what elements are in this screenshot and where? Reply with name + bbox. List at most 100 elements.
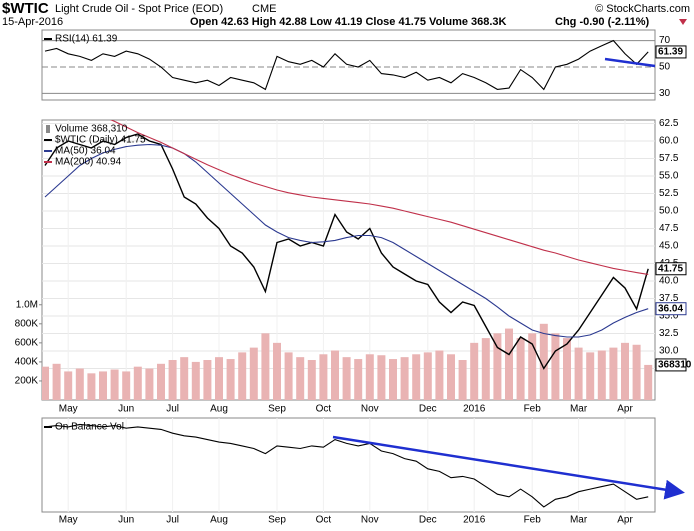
legend-label: MA(50) 36.04: [55, 146, 116, 157]
y-tick-label: 37.5: [659, 293, 679, 304]
value-tag-box: [655, 262, 687, 276]
x-tick-label: Oct: [316, 404, 332, 415]
x-tick-label: Jun: [118, 404, 134, 415]
y-tick-label: 62.5: [659, 118, 679, 129]
x-tick-label: Mar: [570, 404, 588, 415]
value-tag: 368310: [658, 360, 692, 371]
volume-bar: [319, 354, 328, 400]
volume-bar: [481, 338, 490, 400]
volume-bar: [99, 371, 107, 400]
volume-bar: [493, 333, 502, 400]
symbol: $WTIC: [2, 0, 49, 17]
y-tick-label: 30: [659, 88, 671, 99]
x-tick-label: 2016: [463, 515, 486, 526]
volume-bar: [215, 357, 223, 400]
volume-bar: [377, 355, 386, 400]
x-tick-label: Aug: [210, 515, 228, 526]
volume-bar: [435, 350, 444, 400]
volume-bar: [597, 350, 606, 400]
value-tag: 41.75: [658, 263, 683, 274]
quote: Open 42.63 High 42.88 Low 41.19 Close 41…: [190, 16, 507, 28]
x-tick-label: Apr: [617, 404, 633, 415]
series-group: [44, 423, 649, 508]
value-tag-box: [655, 45, 687, 59]
volume-bar: [307, 360, 316, 400]
legend-label: Volume 368,310: [55, 124, 128, 135]
x-tick-label: Dec: [419, 404, 437, 415]
volume-bar: [551, 333, 560, 400]
value-tag-box: [655, 358, 687, 372]
x-tick-label: Nov: [361, 515, 379, 526]
volume-bar: [191, 361, 200, 400]
watermark: © StockCharts.com: [595, 3, 690, 15]
volume-bar: [621, 342, 629, 400]
y-tick-label: 50: [659, 62, 671, 73]
volume-bar: [110, 369, 119, 400]
x-tick-label: Feb: [524, 404, 542, 415]
volume-bar: [342, 357, 351, 400]
subtitle: Light Crude Oil - Spot Price (EOD): [55, 3, 223, 15]
x-tick-label: Jul: [166, 404, 179, 415]
volume-bar: [331, 350, 339, 400]
volume-bar: [87, 373, 96, 400]
y2-tick-label: 400K: [15, 357, 39, 368]
y2-tick-label: 200K: [15, 376, 39, 387]
volume-bar: [203, 360, 212, 400]
volume-bar: [284, 352, 293, 400]
value-tag: 61.39: [658, 47, 683, 58]
x-tick-label: Dec: [419, 515, 437, 526]
value-tag-box: [655, 302, 687, 316]
volume-bar: [261, 333, 270, 400]
y-tick-label: 55.0: [659, 171, 679, 182]
x-tick-label: Nov: [361, 404, 379, 415]
x-tick-label: Mar: [570, 515, 588, 526]
volume-bar: [505, 328, 513, 400]
volume-bar: [296, 357, 305, 400]
x-tick-label: Jul: [166, 515, 179, 526]
x-tick-label: Apr: [617, 515, 633, 526]
rsi-trendline: [604, 57, 656, 68]
y-tick-label: 30.0: [659, 346, 679, 357]
x-tick-label: 2016: [463, 404, 486, 415]
volume-bar: [42, 366, 49, 400]
volume-bar: [458, 360, 467, 400]
volume-bar: [180, 357, 189, 400]
date: 15-Apr-2016: [2, 16, 63, 28]
volume-bar: [632, 344, 641, 400]
volume-bar: [528, 333, 537, 400]
y-tick-label: 45.0: [659, 241, 679, 252]
volume-bar: [574, 347, 583, 400]
change: Chg -0.90 (-2.11%): [555, 16, 649, 28]
volume-bar: [238, 352, 247, 400]
legend-swatch: [46, 125, 50, 133]
volume-bar: [75, 368, 84, 400]
volume-bar: [157, 363, 165, 400]
volume-bar: [644, 364, 653, 400]
volume-bar: [423, 352, 432, 400]
volume-bar: [64, 371, 73, 400]
x-tick-label: Sep: [268, 515, 286, 526]
x-tick-label: Jun: [118, 515, 134, 526]
value-tag: 36.04: [658, 303, 683, 314]
series-line: [44, 39, 649, 91]
y-tick-label: 32.5: [659, 328, 679, 339]
volume-bar: [447, 354, 455, 400]
volume-bar: [354, 359, 363, 400]
volume-bar: [516, 338, 525, 400]
y-tick-label: 57.5: [659, 153, 679, 164]
exchange: CME: [252, 3, 276, 15]
down-arrow: [679, 19, 687, 25]
volume-bar: [539, 323, 548, 400]
volume-bar: [563, 338, 571, 400]
volume-bar: [365, 354, 374, 400]
x-tick-label: May: [59, 515, 78, 526]
legend-label: $WTIC (Daily) 41.75: [55, 135, 146, 146]
volume-bar: [400, 357, 409, 400]
x-tick-label: May: [59, 404, 78, 415]
y-tick-label: 35.0: [659, 311, 679, 322]
series-group: [42, 120, 653, 400]
volume-bar: [249, 347, 258, 400]
obv-trendline: [332, 435, 685, 500]
y-tick-label: 70: [659, 35, 671, 46]
